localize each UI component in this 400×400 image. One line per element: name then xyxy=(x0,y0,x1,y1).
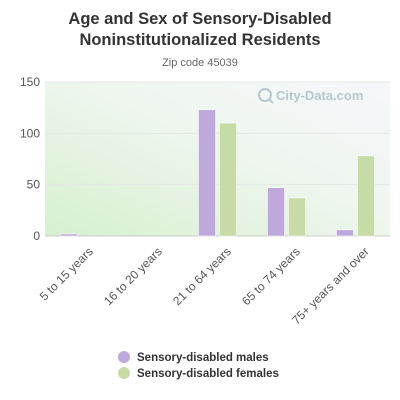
x-axis-categories: 5 to 15 years 16 to 20 years 21 to 64 year… xyxy=(37,244,372,327)
legend-label-males: Sensory-disabled males xyxy=(137,352,269,364)
y-tick-label: 150 xyxy=(20,75,40,89)
bars xyxy=(60,109,375,237)
bar-males-0 xyxy=(60,233,78,237)
chart-title-line2: Noninstitutionalized Residents xyxy=(79,31,320,49)
y-axis-ticks: 0 50 100 150 xyxy=(20,75,40,243)
gridlines xyxy=(45,81,390,237)
watermark-search-icon xyxy=(258,88,272,102)
bar-males-3 xyxy=(267,187,285,237)
plot-background xyxy=(45,82,390,236)
x-category-label: 65 to 74 years xyxy=(239,244,303,308)
chart-title-line1: Age and Sex of Sensory-Disabled xyxy=(68,10,331,28)
y-tick-label: 100 xyxy=(20,126,40,140)
x-category-label: 5 to 15 years xyxy=(37,244,96,303)
bar-females-3 xyxy=(288,197,306,237)
x-category-label: 75+ years and over xyxy=(289,244,372,327)
chart-subtitle: Zip code 45039 xyxy=(162,57,238,69)
x-category-label: 16 to 20 years xyxy=(101,244,165,308)
legend-label-females: Sensory-disabled females xyxy=(137,368,279,380)
bar-females-4 xyxy=(357,155,375,237)
watermark-search-handle xyxy=(268,98,274,104)
bar-males-4 xyxy=(336,229,354,237)
legend-swatch-males xyxy=(118,351,130,363)
legend-swatch-females xyxy=(118,367,130,379)
watermark-text: City-Data.com xyxy=(276,88,363,103)
watermark: City-Data.com xyxy=(258,88,363,104)
y-tick-label: 0 xyxy=(33,229,40,243)
bar-females-2 xyxy=(219,122,237,237)
legend: Sensory-disabled males Sensory-disabled … xyxy=(118,351,279,380)
x-category-label: 21 to 64 years xyxy=(170,244,234,308)
y-tick-label: 50 xyxy=(27,178,41,192)
bar-males-2 xyxy=(198,109,216,237)
